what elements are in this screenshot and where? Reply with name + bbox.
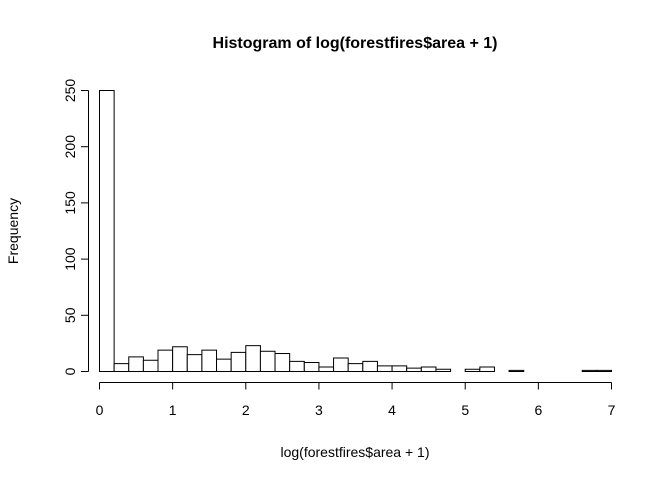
x-axis: 0 1 2 3 4 5 6 7 <box>96 382 616 418</box>
histogram-bar <box>362 360 378 373</box>
x-tick-label: 1 <box>169 402 177 418</box>
x-tick-label: 2 <box>242 402 250 418</box>
y-tick-label: 0 <box>62 367 78 375</box>
histogram-bar <box>142 359 159 373</box>
x-tick-label: 3 <box>315 402 323 418</box>
y-tick-label: 200 <box>62 135 78 159</box>
chart-title: Histogram of log(forestfires$area + 1) <box>213 35 498 52</box>
histogram-bar <box>479 366 495 372</box>
histogram-bar <box>230 351 247 373</box>
histogram-bar <box>157 349 174 373</box>
histogram-bar <box>508 369 525 373</box>
histogram-bar <box>172 346 188 372</box>
x-tick-label: 5 <box>461 402 469 418</box>
x-tick-label: 4 <box>388 402 396 418</box>
histogram-bar <box>464 368 481 372</box>
histogram-bar <box>186 354 203 373</box>
histogram-bar <box>201 349 218 373</box>
x-tick-label: 0 <box>96 402 104 418</box>
histogram-bar <box>333 357 349 373</box>
histogram-bar <box>216 358 232 373</box>
histogram-bar <box>581 369 598 373</box>
bars-group <box>99 90 612 373</box>
y-axis: 0 50 100 150 200 250 <box>62 79 89 375</box>
histogram-bar <box>391 365 408 373</box>
y-tick-label: 250 <box>62 79 78 103</box>
x-tick-label: 6 <box>534 402 542 418</box>
x-axis-label: log(forestfires$area + 1) <box>280 444 429 460</box>
histogram-bar <box>347 363 364 373</box>
y-tick-label: 150 <box>62 191 78 215</box>
histogram-bar <box>289 360 305 373</box>
histogram-bar <box>596 369 612 373</box>
histogram-bar <box>420 366 437 372</box>
histogram-bar <box>99 90 115 372</box>
x-tick-label: 7 <box>608 402 616 418</box>
histogram-bar <box>406 367 422 373</box>
histogram-bar <box>274 353 291 372</box>
histogram-bar <box>376 365 393 373</box>
histogram-bar <box>113 363 130 373</box>
y-axis-label: Frequency <box>5 198 21 264</box>
y-tick-label: 50 <box>62 307 78 323</box>
histogram-bar <box>245 345 261 372</box>
histogram-bar <box>259 350 276 372</box>
histogram-bar <box>318 366 335 372</box>
y-tick-label: 100 <box>62 247 78 271</box>
histogram-bar <box>128 356 144 373</box>
histogram-bar <box>435 368 452 372</box>
histogram-bar <box>303 362 320 373</box>
